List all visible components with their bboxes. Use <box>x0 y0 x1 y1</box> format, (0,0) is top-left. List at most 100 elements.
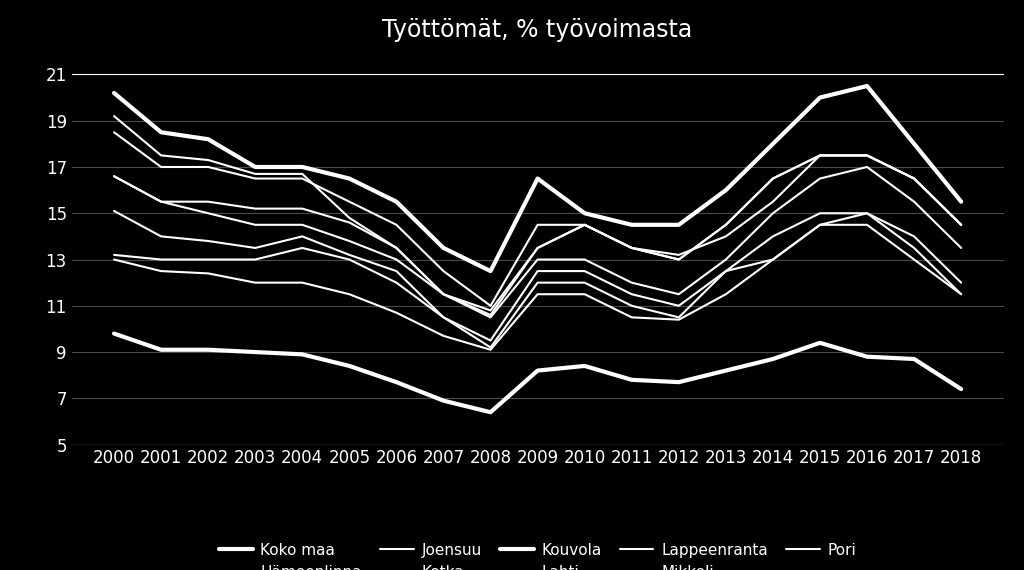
Pori <box>390 256 402 263</box>
Koko maa <box>155 347 167 353</box>
Mikkeli <box>955 291 968 298</box>
Hämeenlinna <box>296 279 308 286</box>
Pori <box>249 221 261 228</box>
Mikkeli <box>249 256 261 263</box>
Mikkeli <box>579 279 591 286</box>
Lappeenranta <box>249 245 261 251</box>
Kouvola <box>531 175 544 182</box>
Kouvola <box>437 245 450 251</box>
Hämeenlinna <box>720 291 732 298</box>
Mikkeli <box>767 256 779 263</box>
Lahti <box>767 175 779 182</box>
Kouvola <box>343 175 355 182</box>
Line: Lahti: Lahti <box>114 132 962 306</box>
Line: Mikkeli: Mikkeli <box>114 213 962 348</box>
Kouvola <box>814 94 826 101</box>
Kotka <box>249 205 261 212</box>
Kouvola <box>155 129 167 136</box>
Koko maa <box>484 409 497 416</box>
Koko maa <box>108 330 120 337</box>
Koko maa <box>249 349 261 356</box>
Kouvola <box>861 83 873 89</box>
Kotka <box>390 245 402 251</box>
Lahti <box>296 175 308 182</box>
Mikkeli <box>861 210 873 217</box>
Joensuu <box>249 170 261 177</box>
Kouvola <box>390 198 402 205</box>
Hämeenlinna <box>484 347 497 353</box>
Lappeenranta <box>343 251 355 258</box>
Lahti <box>531 221 544 228</box>
Pori <box>296 221 308 228</box>
Joensuu <box>861 152 873 159</box>
Kotka <box>155 198 167 205</box>
Pori <box>155 198 167 205</box>
Joensuu <box>155 152 167 159</box>
Kotka <box>437 291 450 298</box>
Hämeenlinna <box>908 256 921 263</box>
Joensuu <box>579 221 591 228</box>
Lappeenranta <box>626 291 638 298</box>
Joensuu <box>908 175 921 182</box>
Lappeenranta <box>484 337 497 344</box>
Koko maa <box>673 378 685 385</box>
Kotka <box>908 175 921 182</box>
Koko maa <box>531 367 544 374</box>
Kotka <box>626 245 638 251</box>
Kotka <box>955 221 968 228</box>
Lahti <box>249 175 261 182</box>
Line: Koko maa: Koko maa <box>114 333 962 412</box>
Hämeenlinna <box>202 270 214 277</box>
Koko maa <box>767 356 779 363</box>
Lahti <box>437 268 450 275</box>
Lappeenranta <box>673 302 685 309</box>
Lahti <box>579 221 591 228</box>
Mikkeli <box>390 279 402 286</box>
Mikkeli <box>673 314 685 321</box>
Kotka <box>202 198 214 205</box>
Koko maa <box>626 376 638 383</box>
Kouvola <box>673 221 685 228</box>
Joensuu <box>814 152 826 159</box>
Kotka <box>767 175 779 182</box>
Koko maa <box>202 347 214 353</box>
Joensuu <box>626 245 638 251</box>
Koko maa <box>390 378 402 385</box>
Koko maa <box>814 339 826 346</box>
Lahti <box>673 256 685 263</box>
Kouvola <box>484 268 497 275</box>
Line: Hämeenlinna: Hämeenlinna <box>114 225 962 350</box>
Pori <box>484 314 497 321</box>
Kouvola <box>908 140 921 147</box>
Hämeenlinna <box>814 221 826 228</box>
Lahti <box>108 129 120 136</box>
Joensuu <box>108 113 120 120</box>
Line: Kotka: Kotka <box>114 156 962 315</box>
Pori <box>720 256 732 263</box>
Lahti <box>202 164 214 170</box>
Line: Pori: Pori <box>114 167 962 317</box>
Lahti <box>343 198 355 205</box>
Mikkeli <box>908 245 921 251</box>
Mikkeli <box>531 279 544 286</box>
Pori <box>626 279 638 286</box>
Hämeenlinna <box>249 279 261 286</box>
Joensuu <box>202 157 214 164</box>
Kouvola <box>249 164 261 170</box>
Lappeenranta <box>861 210 873 217</box>
Koko maa <box>579 363 591 369</box>
Pori <box>861 164 873 170</box>
Pori <box>673 291 685 298</box>
Kouvola <box>296 164 308 170</box>
Pori <box>531 256 544 263</box>
Joensuu <box>484 307 497 314</box>
Mikkeli <box>720 268 732 275</box>
Hämeenlinna <box>531 291 544 298</box>
Lappeenranta <box>531 268 544 275</box>
Lappeenranta <box>437 314 450 321</box>
Koko maa <box>720 367 732 374</box>
Lappeenranta <box>108 207 120 214</box>
Hämeenlinna <box>437 332 450 339</box>
Kotka <box>108 173 120 180</box>
Hämeenlinna <box>955 291 968 298</box>
